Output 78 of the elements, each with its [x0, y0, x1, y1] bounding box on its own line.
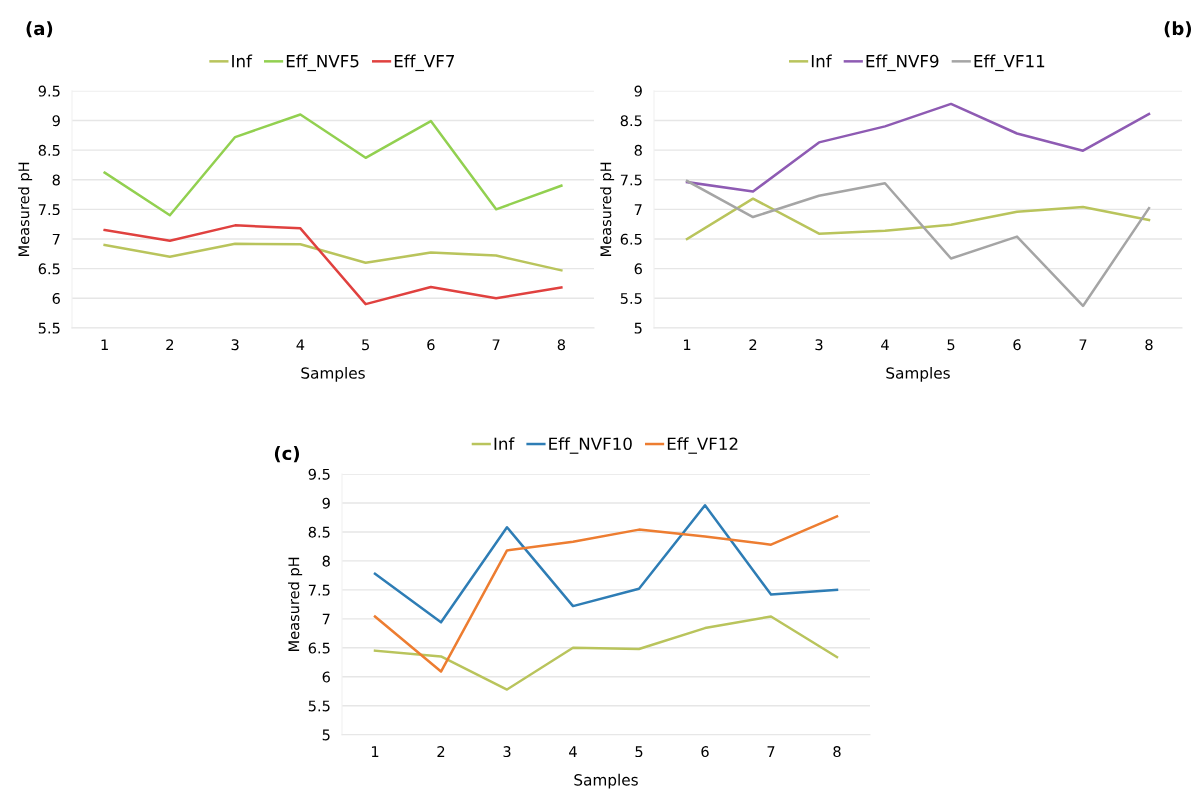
y-tick-label: 7 — [52, 233, 60, 245]
y-tick-label: 6 — [322, 671, 330, 683]
legend-label: Eff_NVF9 — [866, 54, 939, 72]
x-tick-label: 3 — [503, 746, 511, 758]
x-axis-title: Samples — [574, 773, 638, 789]
chart-title: (b) — [1164, 21, 1192, 38]
line-series — [373, 504, 839, 624]
x-axis-title: Samples — [886, 366, 950, 382]
y-tick-label: 5 — [634, 322, 642, 334]
y-tick-label: 6.5 — [620, 233, 642, 245]
x-tick-label: 2 — [166, 339, 174, 351]
line-series — [103, 242, 563, 272]
x-tick-label: 6 — [427, 339, 435, 351]
x-tick-label: 7 — [492, 339, 500, 351]
y-tick-label: 7 — [322, 613, 330, 625]
y-tick-label: 7.5 — [38, 204, 60, 216]
legend-label: Eff_VF7 — [394, 54, 455, 72]
x-tick-label: 2 — [749, 339, 757, 351]
legend-label: Inf — [811, 54, 832, 68]
y-tick-label: 6 — [52, 292, 60, 304]
x-tick-label: 1 — [101, 339, 108, 351]
y-tick-label: 7.5 — [308, 584, 330, 596]
y-tick-label: 9 — [634, 85, 642, 97]
y-tick-label: 8 — [52, 174, 60, 186]
legend-label: Inf — [232, 54, 253, 68]
x-tick-label: 4 — [569, 746, 577, 757]
y-tick-label: 9 — [322, 497, 330, 509]
y-tick-label: 9.5 — [308, 468, 330, 480]
y-tick-label: 6 — [634, 263, 642, 275]
y-tick-label: 7.5 — [620, 174, 642, 186]
y-tick-label: 5.5 — [308, 700, 330, 712]
y-tick-label: 5 — [322, 729, 330, 741]
legend-label: Eff_VF12 — [667, 437, 738, 454]
line-series — [685, 179, 1151, 308]
y-tick-label: 6.5 — [38, 263, 60, 275]
x-tick-label: 4 — [296, 339, 305, 351]
x-tick-label: 5 — [947, 339, 955, 351]
y-axis-title: Measured pH — [288, 557, 303, 651]
y-tick-label: 6.5 — [308, 642, 330, 654]
x-tick-label: 7 — [767, 746, 775, 757]
x-tick-label: 8 — [557, 339, 566, 351]
x-tick-label: 5 — [362, 339, 369, 351]
y-axis-title: Measured pH — [600, 162, 615, 256]
x-tick-label: 2 — [437, 746, 445, 757]
legend-label: Eff_NVF5 — [286, 54, 359, 72]
line-series — [103, 224, 563, 306]
x-tick-label: 6 — [1013, 339, 1021, 351]
line-series — [685, 102, 1151, 193]
line-series — [685, 197, 1151, 241]
x-tick-label: 1 — [371, 746, 379, 757]
y-tick-label: 8.5 — [38, 144, 60, 156]
line-series — [103, 113, 563, 217]
x-tick-label: 1 — [683, 339, 691, 351]
y-tick-label: 5.5 — [38, 322, 60, 334]
x-tick-label: 7 — [1079, 339, 1087, 351]
y-tick-label: 9 — [52, 115, 60, 127]
x-tick-label: 3 — [815, 339, 823, 351]
line-series — [373, 615, 839, 691]
line-series — [373, 515, 839, 673]
y-tick-label: 8 — [634, 144, 642, 156]
x-tick-label: 8 — [833, 746, 841, 758]
x-axis-title: Samples — [301, 366, 365, 382]
legend-label: Eff_VF11 — [974, 54, 1045, 72]
y-tick-label: 8 — [322, 555, 330, 567]
x-tick-label: 8 — [1145, 339, 1153, 351]
x-tick-label: 6 — [701, 746, 709, 758]
x-tick-label: 3 — [231, 339, 239, 351]
y-tick-label: 8.5 — [620, 115, 642, 127]
legend-label: Inf — [494, 437, 515, 450]
chart-title: (a) — [26, 21, 53, 38]
y-tick-label: 8.5 — [308, 526, 330, 538]
x-tick-label: 4 — [881, 339, 889, 351]
legend-label: Eff_NVF10 — [549, 437, 632, 454]
y-axis-title: Measured pH — [18, 162, 33, 256]
y-tick-label: 5.5 — [620, 293, 642, 304]
chart-title: (c) — [274, 446, 300, 463]
y-tick-label: 9.5 — [38, 85, 60, 97]
y-tick-label: 7 — [634, 204, 642, 215]
